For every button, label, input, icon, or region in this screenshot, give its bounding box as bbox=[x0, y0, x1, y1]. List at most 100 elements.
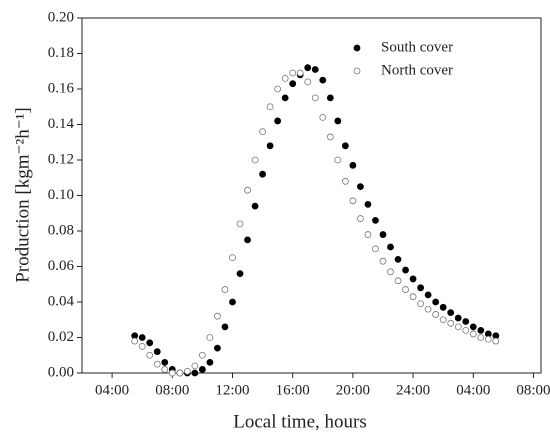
data-point bbox=[236, 270, 244, 278]
data-point bbox=[206, 358, 214, 366]
y-tick-label: 0.08 bbox=[48, 222, 74, 238]
data-point bbox=[469, 323, 477, 331]
data-point bbox=[432, 311, 440, 318]
data-point bbox=[161, 358, 169, 366]
data-point bbox=[244, 236, 251, 244]
data-point bbox=[191, 362, 199, 370]
y-tick-label: 0.16 bbox=[48, 80, 75, 96]
data-point bbox=[409, 275, 417, 283]
y-tick-label: 0.02 bbox=[48, 329, 74, 345]
x-tick-label: 20:00 bbox=[336, 382, 370, 398]
x-tick-label: 24:00 bbox=[396, 382, 430, 398]
y-tick-label: 0.06 bbox=[48, 258, 75, 274]
data-point bbox=[424, 291, 432, 299]
data-point bbox=[439, 303, 447, 311]
data-point bbox=[281, 74, 289, 82]
data-point bbox=[379, 257, 387, 265]
data-point bbox=[334, 156, 342, 164]
legend-label: North cover bbox=[381, 62, 453, 78]
data-point bbox=[153, 348, 161, 356]
x-tick-label: 04:00 bbox=[95, 382, 129, 398]
data-point bbox=[266, 103, 274, 111]
data-point bbox=[379, 231, 387, 238]
data-point bbox=[304, 64, 312, 72]
data-point bbox=[341, 142, 349, 150]
data-point bbox=[214, 344, 221, 352]
data-point bbox=[198, 351, 206, 359]
data-point bbox=[334, 117, 342, 125]
y-tick-label: 0.20 bbox=[48, 9, 74, 25]
data-point bbox=[326, 94, 334, 102]
data-point bbox=[176, 369, 184, 377]
x-tick-label: 04:00 bbox=[456, 382, 490, 398]
y-axis-title: Production [kgm⁻²h⁻¹] bbox=[12, 107, 33, 283]
y-tick-label: 0.14 bbox=[48, 116, 75, 132]
data-point bbox=[259, 128, 266, 136]
x-tick-label: 16:00 bbox=[276, 382, 310, 398]
x-tick-label: 08:00 bbox=[516, 382, 550, 398]
data-point bbox=[146, 351, 154, 359]
data-point bbox=[357, 183, 364, 191]
data-point bbox=[372, 245, 379, 253]
data-point bbox=[146, 339, 154, 347]
data-point bbox=[364, 231, 372, 238]
data-point bbox=[221, 323, 229, 331]
x-tick-label: 08:00 bbox=[155, 382, 189, 398]
data-point bbox=[387, 243, 394, 251]
data-point bbox=[266, 142, 274, 150]
data-point bbox=[304, 78, 312, 86]
data-point bbox=[447, 319, 455, 327]
data-point bbox=[153, 360, 161, 368]
data-point bbox=[432, 298, 440, 306]
data-point bbox=[296, 69, 304, 77]
data-point bbox=[402, 286, 409, 293]
data-point bbox=[424, 305, 432, 313]
plot-frame bbox=[81, 17, 542, 374]
data-point bbox=[311, 94, 319, 102]
y-tick-label: 0.12 bbox=[48, 151, 74, 167]
data-point bbox=[364, 200, 372, 208]
data-point bbox=[138, 334, 146, 341]
data-point bbox=[387, 268, 394, 276]
data-point bbox=[447, 309, 455, 317]
data-point bbox=[236, 220, 244, 228]
data-point bbox=[349, 197, 357, 205]
data-point bbox=[244, 186, 251, 194]
data-point bbox=[394, 255, 402, 263]
data-point bbox=[477, 334, 485, 341]
data-point bbox=[311, 66, 319, 73]
data-point bbox=[251, 202, 259, 210]
y-tick-label: 0.10 bbox=[48, 187, 74, 203]
data-point bbox=[349, 161, 357, 169]
data-point bbox=[259, 170, 266, 178]
data-point bbox=[206, 334, 214, 341]
data-point bbox=[183, 367, 191, 375]
data-point bbox=[131, 337, 139, 345]
data-point bbox=[221, 286, 229, 293]
legend-marker bbox=[353, 44, 361, 52]
data-point bbox=[394, 277, 402, 285]
data-point bbox=[214, 312, 221, 320]
data-point bbox=[161, 366, 169, 373]
data-point bbox=[274, 117, 282, 125]
y-tick-label: 0.00 bbox=[48, 364, 74, 380]
data-point bbox=[281, 94, 289, 102]
data-point bbox=[229, 254, 236, 262]
data-point bbox=[138, 342, 146, 350]
data-point bbox=[357, 215, 364, 222]
y-tick-label: 0.04 bbox=[48, 293, 75, 309]
data-point bbox=[417, 284, 425, 292]
data-point bbox=[229, 298, 236, 306]
data-point bbox=[477, 326, 485, 334]
data-point bbox=[454, 314, 462, 322]
x-axis-title: Local time, hours bbox=[233, 411, 367, 432]
data-point bbox=[251, 156, 259, 164]
data-point bbox=[198, 366, 206, 373]
legend-label: South cover bbox=[381, 39, 453, 55]
x-tick-label: 12:00 bbox=[215, 382, 249, 398]
y-tick-label: 0.18 bbox=[48, 45, 74, 61]
data-point bbox=[402, 266, 409, 274]
data-point bbox=[289, 80, 297, 88]
data-point bbox=[274, 85, 282, 93]
data-point bbox=[454, 323, 462, 331]
